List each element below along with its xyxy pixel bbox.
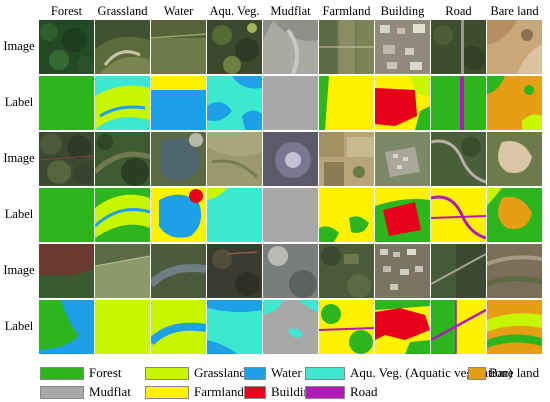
legend-swatch-road (305, 385, 345, 399)
legend-label-building: Building (271, 384, 317, 399)
row-header-label-2: Label (4, 207, 34, 221)
image-tile-building-3 (375, 244, 430, 298)
legend-swatch-grassland (145, 366, 189, 380)
legend-item-aqu-veg: Aqu. Veg. (Aquatic vegetation) (305, 366, 513, 380)
label-tile-building-2 (375, 188, 430, 242)
label-tile-forest-1 (39, 76, 94, 130)
image-tile-bare-land-1 (487, 20, 542, 74)
image-tile-water-3 (151, 244, 206, 298)
row-header-label-3: Label (4, 319, 34, 333)
image-tile-farmland-2 (319, 132, 374, 186)
column-header-aqu-veg: Aqu. Veg. (209, 4, 260, 18)
label-tile-bare-land-1 (487, 76, 542, 130)
legend-item-forest: Forest (40, 366, 122, 380)
label-tile-farmland-1 (319, 76, 374, 130)
legend-label-road: Road (350, 384, 378, 399)
label-tile-aqu-veg-1 (207, 76, 262, 130)
image-tile-water-1 (151, 20, 206, 74)
label-tile-grassland-3 (95, 300, 150, 354)
legend-item-road: Road (305, 385, 377, 399)
legend-item-grassland: Grassland (145, 366, 246, 380)
label-tile-road-2 (431, 188, 486, 242)
row-header-image-3: Image (3, 263, 35, 277)
label-tile-aqu-veg-2 (207, 188, 262, 242)
label-tile-water-2 (151, 188, 206, 242)
label-tile-grassland-1 (95, 76, 150, 130)
legend-label-bare-land: Bare land (489, 365, 540, 380)
row-header-label-1: Label (4, 95, 34, 109)
image-tile-farmland-1 (319, 20, 374, 74)
legend-label-water: Water (271, 365, 302, 380)
label-tile-bare-land-3 (487, 300, 542, 354)
label-tile-mudflat-1 (263, 76, 318, 130)
image-tile-forest-3 (39, 244, 94, 298)
legend-label-farmland: Farmland (194, 384, 244, 399)
legend-swatch-water (244, 366, 266, 380)
image-tile-road-2 (431, 132, 486, 186)
column-header-mudflat: Mudflat (270, 4, 311, 18)
image-tile-grassland-3 (95, 244, 150, 298)
legend-label-grassland: Grassland (194, 365, 246, 380)
legend-label-aqu-veg: Aqu. Veg. (Aquatic vegetation) (350, 365, 513, 380)
image-tile-aqu-veg-3 (207, 244, 262, 298)
legend-swatch-building (244, 385, 266, 399)
column-header-building: Building (380, 4, 425, 18)
column-header-road: Road (445, 4, 472, 18)
legend-label-mudflat: Mudflat (89, 384, 131, 399)
image-tile-building-2 (375, 132, 430, 186)
image-tile-forest-1 (39, 20, 94, 74)
image-tile-mudflat-2 (263, 132, 318, 186)
image-tile-forest-2 (39, 132, 94, 186)
legend-item-bare-land: Bare land (468, 366, 539, 380)
label-tile-water-3 (151, 300, 206, 354)
column-header-forest: Forest (50, 4, 83, 18)
legend-swatch-mudflat (40, 385, 84, 399)
label-tile-road-3 (431, 300, 486, 354)
label-tile-aqu-veg-3 (207, 300, 262, 354)
column-header-farmland: Farmland (322, 4, 371, 18)
label-tile-bare-land-2 (487, 188, 542, 242)
image-tile-mudflat-1 (263, 20, 318, 74)
legend-label-forest: Forest (89, 365, 122, 380)
label-tile-building-3 (375, 300, 430, 354)
legend-swatch-bare-land (468, 366, 486, 380)
image-tile-building-1 (375, 20, 430, 74)
legend-swatch-forest (40, 366, 84, 380)
column-header-bare-land: Bare land (490, 4, 539, 18)
image-tile-aqu-veg-2 (207, 132, 262, 186)
legend-item-mudflat: Mudflat (40, 385, 131, 399)
label-tile-forest-3 (39, 300, 94, 354)
row-header-image-2: Image (3, 151, 35, 165)
image-tile-aqu-veg-1 (207, 20, 262, 74)
label-tile-mudflat-2 (263, 188, 318, 242)
label-tile-water-1 (151, 76, 206, 130)
column-header-grassland: Grassland (97, 4, 148, 18)
legend-item-farmland: Farmland (145, 385, 244, 399)
image-tile-road-1 (431, 20, 486, 74)
image-tile-road-3 (431, 244, 486, 298)
label-tile-grassland-2 (95, 188, 150, 242)
legend-swatch-farmland (145, 385, 189, 399)
image-tile-water-2 (151, 132, 206, 186)
label-tile-farmland-3 (319, 300, 374, 354)
legend-item-water: Water (244, 366, 302, 380)
row-header-image-1: Image (3, 39, 35, 53)
image-tile-farmland-3 (319, 244, 374, 298)
label-tile-road-1 (431, 76, 486, 130)
legend-item-building: Building (244, 385, 317, 399)
label-tile-farmland-2 (319, 188, 374, 242)
image-tile-bare-land-2 (487, 132, 542, 186)
label-tile-building-1 (375, 76, 430, 130)
image-tile-grassland-1 (95, 20, 150, 74)
image-tile-grassland-2 (95, 132, 150, 186)
image-tile-mudflat-3 (263, 244, 318, 298)
label-tile-forest-2 (39, 188, 94, 242)
image-tile-bare-land-3 (487, 244, 542, 298)
legend-swatch-aqu-veg (305, 366, 345, 380)
label-tile-mudflat-3 (263, 300, 318, 354)
column-header-water: Water (163, 4, 194, 18)
